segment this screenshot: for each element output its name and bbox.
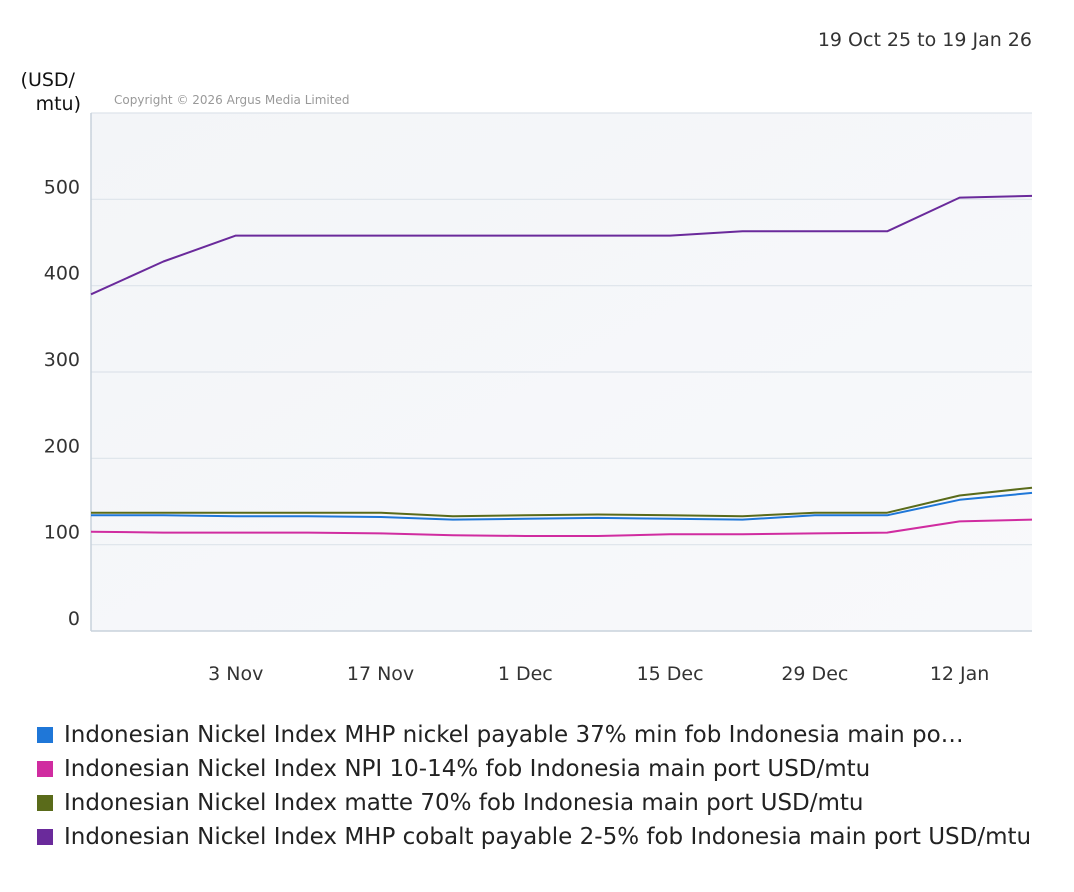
y-tick-label: 200 (44, 435, 80, 457)
y-tick-label: 300 (44, 349, 80, 371)
legend-swatch (37, 761, 53, 777)
legend-swatch (37, 829, 53, 845)
series-line-3 (91, 486, 1033, 518)
date-range: 19 Oct 25 to 19 Jan 26 (818, 29, 1032, 51)
legend-label: Indonesian Nickel Index NPI 10-14% fob I… (64, 756, 871, 782)
x-tick-label: 3 Nov (208, 663, 263, 685)
y-tick-label: 400 (44, 263, 80, 285)
x-tick-label: 17 Nov (347, 663, 414, 685)
y-axis-label-line-2: mtu) (36, 93, 81, 115)
x-tick-label: 1 Dec (498, 663, 553, 685)
copyright-notice: Copyright © 2026 Argus Media Limited (114, 93, 349, 107)
y-tick-label: 100 (44, 522, 80, 544)
chart-legend: Indonesian Nickel Index MHP nickel payab… (37, 718, 1031, 854)
series-line-4 (90, 194, 1033, 296)
y-axis-label-line-1: (USD/ (21, 69, 76, 91)
y-tick-label: 500 (44, 176, 80, 198)
x-tick-label: 12 Jan (930, 663, 990, 685)
legend-item[interactable]: Indonesian Nickel Index matte 70% fob In… (37, 786, 1031, 820)
y-tick-labels: 0 100 200 300 400 500 (44, 176, 80, 630)
series-line-2 (90, 518, 1033, 537)
grid-lines (91, 112, 1032, 546)
y-tick-label: 0 (68, 608, 80, 630)
series-line-1 (91, 491, 1033, 521)
legend-swatch (37, 795, 53, 811)
legend-label: Indonesian Nickel Index MHP nickel payab… (64, 722, 964, 748)
legend-item[interactable]: Indonesian Nickel Index NPI 10-14% fob I… (37, 752, 1031, 786)
legend-item[interactable]: Indonesian Nickel Index MHP nickel payab… (37, 718, 1031, 752)
legend-label: Indonesian Nickel Index MHP cobalt payab… (64, 824, 1032, 850)
legend-label: Indonesian Nickel Index matte 70% fob In… (64, 790, 864, 816)
legend-swatch (37, 727, 53, 743)
x-tick-label: 15 Dec (637, 663, 704, 685)
legend-item[interactable]: Indonesian Nickel Index MHP cobalt payab… (37, 820, 1031, 854)
x-tick-labels: 3 Nov 17 Nov 1 Dec 15 Dec 29 Dec 12 Jan (208, 663, 989, 685)
y-axis-label: (USD/ mtu) (21, 69, 81, 115)
x-tick-label: 29 Dec (781, 663, 848, 685)
line-chart: 0 100 200 300 400 500 3 Nov 17 Nov 1 Dec 15 Dec 2… (21, 29, 1033, 685)
series-lines (90, 194, 1033, 537)
